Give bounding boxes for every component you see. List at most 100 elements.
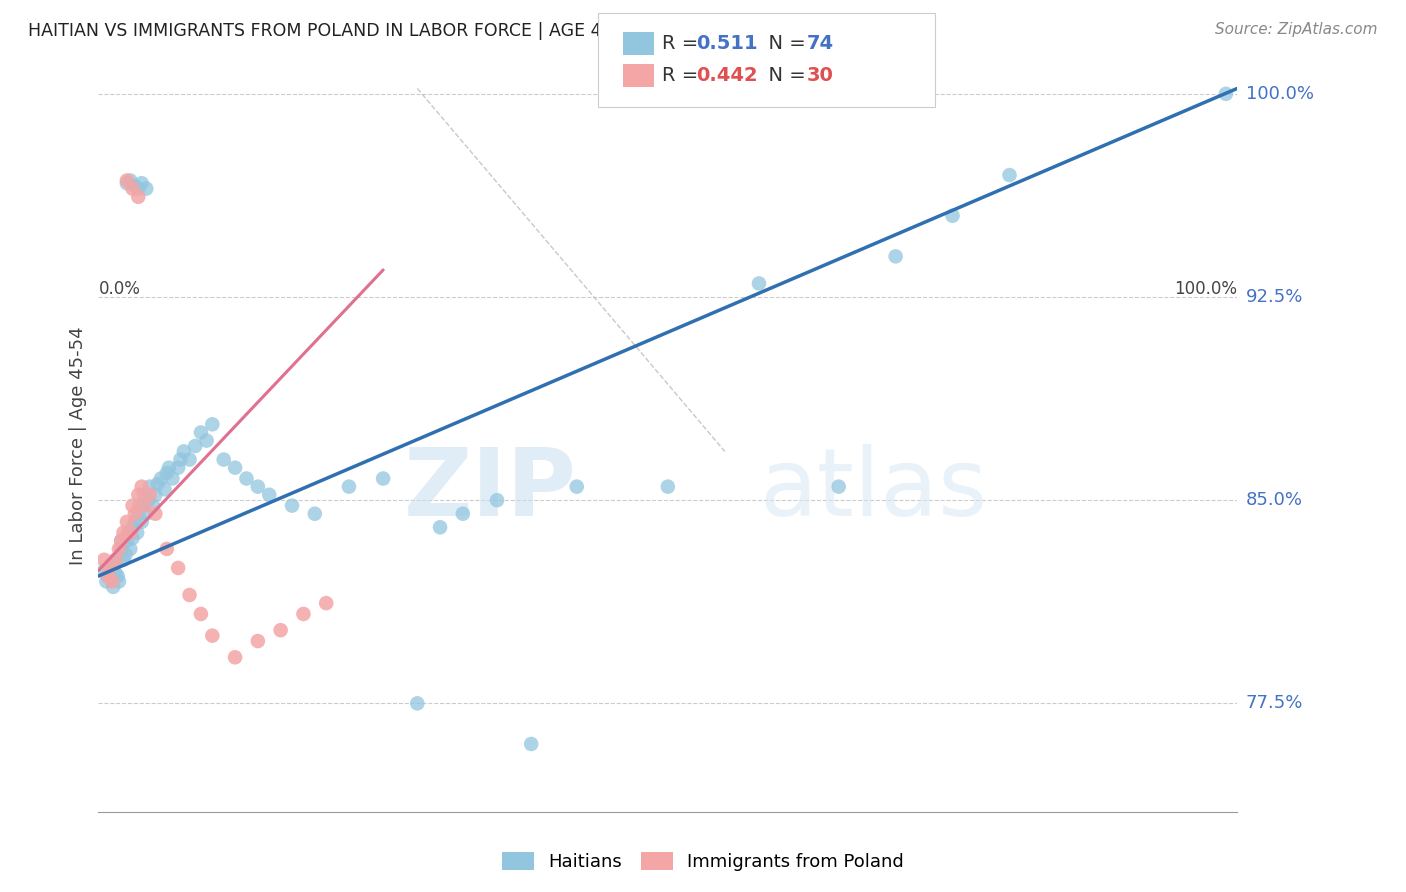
Haitians: [110, 541, 132, 556]
Immigrants from Poland: [98, 561, 121, 575]
Immigrants from Poland: [127, 488, 149, 502]
Immigrants from Poland: [101, 574, 124, 589]
Haitians: [101, 561, 124, 575]
Text: 0.511: 0.511: [696, 34, 758, 53]
Haitians: [96, 569, 118, 583]
Haitians: [105, 553, 128, 567]
Immigrants from Poland: [131, 480, 153, 494]
Haitians: [246, 480, 269, 494]
Immigrants from Poland: [93, 553, 115, 567]
Haitians: [128, 499, 150, 513]
Y-axis label: In Labor Force | Age 45-54: In Labor Force | Age 45-54: [69, 326, 87, 566]
Haitians: [135, 507, 157, 521]
Haitians: [124, 178, 146, 193]
Haitians: [127, 507, 149, 521]
Haitians: [173, 444, 195, 458]
Haitians: [162, 471, 184, 485]
Haitians: [884, 249, 907, 263]
Haitians: [235, 471, 257, 485]
Immigrants from Poland: [115, 173, 138, 187]
Immigrants from Poland: [96, 569, 118, 583]
Immigrants from Poland: [224, 650, 246, 665]
Haitians: [98, 558, 121, 573]
Haitians: [110, 533, 132, 548]
Haitians: [142, 499, 165, 513]
Immigrants from Poland: [120, 525, 142, 540]
Haitians: [304, 507, 326, 521]
Text: 74: 74: [807, 34, 834, 53]
Haitians: [135, 181, 157, 195]
Immigrants from Poland: [145, 507, 167, 521]
Text: 0.442: 0.442: [696, 66, 758, 85]
Haitians: [121, 531, 143, 545]
Text: R =: R =: [662, 34, 704, 53]
Haitians: [195, 434, 218, 448]
Immigrants from Poland: [121, 181, 143, 195]
Text: 30: 30: [807, 66, 834, 85]
Text: atlas: atlas: [759, 444, 987, 536]
Haitians: [486, 493, 509, 508]
Haitians: [371, 471, 394, 485]
Haitians: [451, 507, 474, 521]
Haitians: [131, 515, 153, 529]
Haitians: [115, 176, 138, 190]
Haitians: [259, 488, 281, 502]
Haitians: [121, 520, 143, 534]
Haitians: [138, 480, 160, 494]
Haitians: [120, 173, 142, 187]
Haitians: [212, 452, 235, 467]
Immigrants from Poland: [179, 588, 201, 602]
Haitians: [998, 168, 1021, 182]
Immigrants from Poland: [110, 533, 132, 548]
Immigrants from Poland: [201, 629, 224, 643]
Haitians: [337, 480, 360, 494]
Haitians: [429, 520, 451, 534]
Haitians: [520, 737, 543, 751]
Haitians: [127, 181, 149, 195]
Haitians: [127, 525, 149, 540]
Haitians: [169, 452, 191, 467]
Haitians: [153, 483, 176, 497]
Immigrants from Poland: [156, 541, 179, 556]
Immigrants from Poland: [115, 515, 138, 529]
Haitians: [108, 574, 131, 589]
Haitians: [132, 488, 155, 502]
Haitians: [184, 439, 207, 453]
Haitians: [828, 480, 851, 494]
Text: HAITIAN VS IMMIGRANTS FROM POLAND IN LABOR FORCE | AGE 45-54 CORRELATION CHART: HAITIAN VS IMMIGRANTS FROM POLAND IN LAB…: [28, 22, 835, 40]
Haitians: [1215, 87, 1237, 101]
Haitians: [138, 493, 160, 508]
Haitians: [120, 541, 142, 556]
Text: ZIP: ZIP: [404, 444, 576, 536]
Haitians: [179, 452, 201, 467]
Immigrants from Poland: [112, 525, 135, 540]
Immigrants from Poland: [121, 499, 143, 513]
Haitians: [96, 574, 118, 589]
Text: R =: R =: [662, 66, 704, 85]
Text: N =: N =: [756, 34, 813, 53]
Haitians: [281, 499, 304, 513]
Haitians: [942, 209, 965, 223]
Haitians: [565, 480, 588, 494]
Haitians: [115, 533, 138, 548]
Text: N =: N =: [756, 66, 813, 85]
Immigrants from Poland: [104, 553, 127, 567]
Haitians: [104, 566, 127, 581]
Haitians: [107, 569, 129, 583]
Text: 100.0%: 100.0%: [1246, 85, 1313, 103]
Text: 85.0%: 85.0%: [1246, 491, 1302, 509]
Text: 77.5%: 77.5%: [1246, 694, 1303, 713]
Immigrants from Poland: [124, 507, 146, 521]
Immigrants from Poland: [246, 634, 269, 648]
Haitians: [132, 499, 155, 513]
Haitians: [124, 515, 146, 529]
Haitians: [146, 477, 169, 491]
Haitians: [145, 488, 167, 502]
Haitians: [657, 480, 679, 494]
Text: Source: ZipAtlas.com: Source: ZipAtlas.com: [1215, 22, 1378, 37]
Text: 92.5%: 92.5%: [1246, 288, 1303, 306]
Immigrants from Poland: [127, 190, 149, 204]
Immigrants from Poland: [315, 596, 337, 610]
Haitians: [93, 564, 115, 578]
Text: 0.0%: 0.0%: [98, 280, 141, 298]
